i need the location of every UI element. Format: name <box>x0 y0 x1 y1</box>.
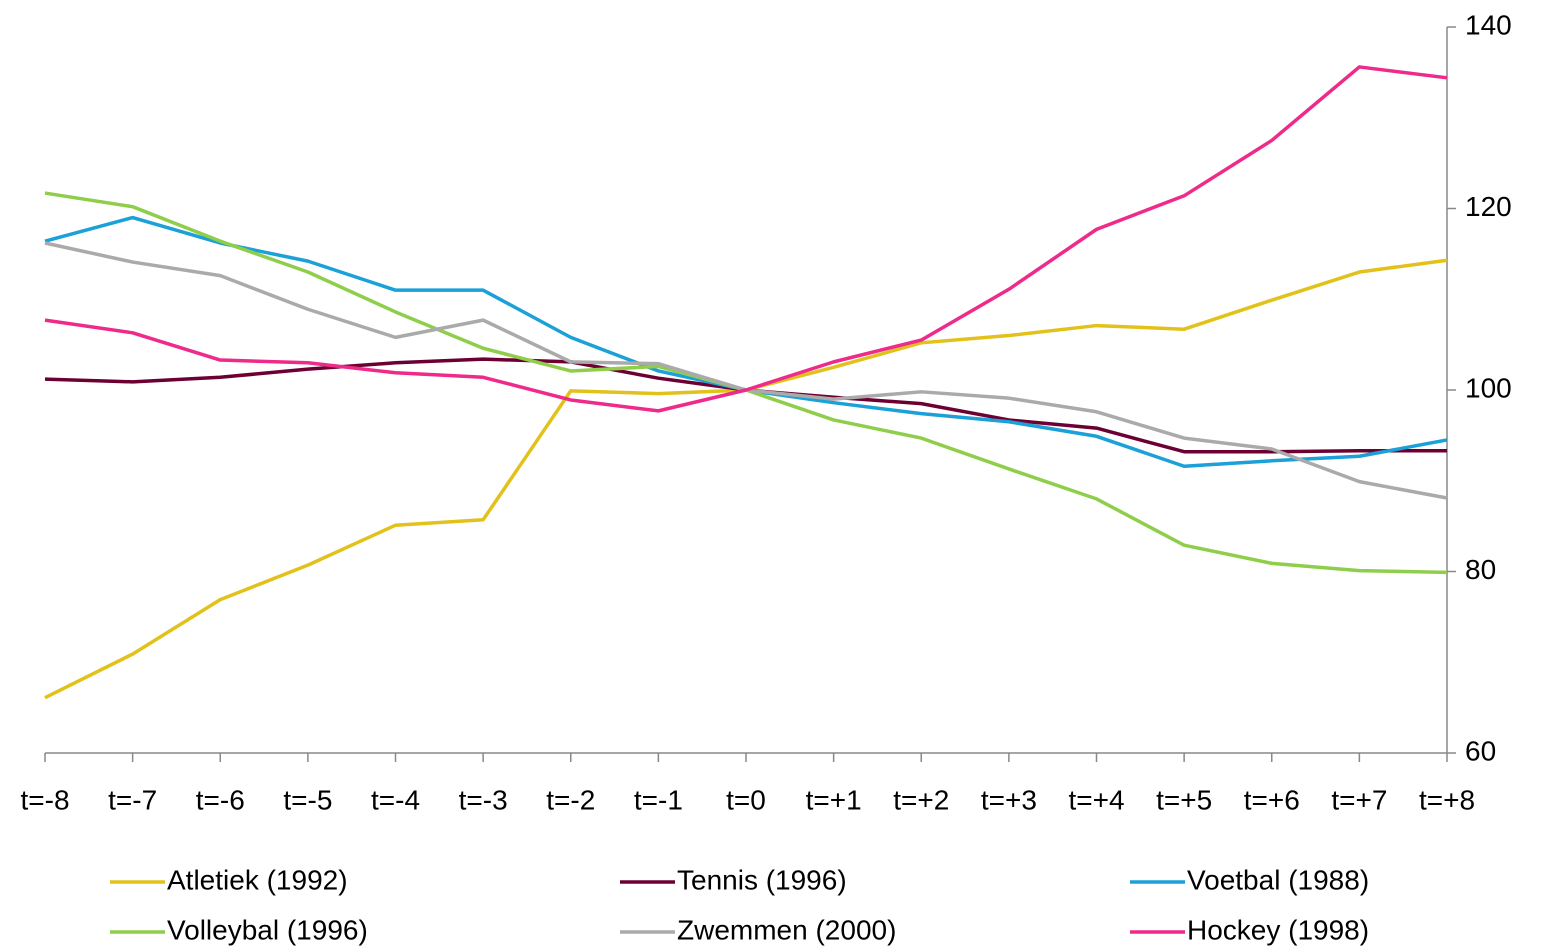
legend-label: Atletiek (1992) <box>167 864 348 895</box>
y-tick-label: 140 <box>1465 9 1512 40</box>
x-tick-label: t=-5 <box>283 784 332 815</box>
legend-label: Zwemmen (2000) <box>677 914 896 945</box>
legend-label: Tennis (1996) <box>677 864 847 895</box>
legend-label: Voetbal (1988) <box>1187 864 1369 895</box>
x-tick-label: t=+2 <box>893 784 949 815</box>
x-tick-label: t=+6 <box>1244 784 1300 815</box>
x-tick-label: t=+8 <box>1419 784 1475 815</box>
x-tick-label: t=+3 <box>981 784 1037 815</box>
y-tick-label: 100 <box>1465 372 1512 403</box>
x-tick-label: t=0 <box>726 784 766 815</box>
x-tick-label: t=-2 <box>546 784 595 815</box>
x-tick-label: t=-8 <box>20 784 69 815</box>
x-tick-label: t=-3 <box>459 784 508 815</box>
legend-label: Volleybal (1996) <box>167 914 368 945</box>
y-tick-label: 80 <box>1465 554 1496 585</box>
x-tick-label: t=+5 <box>1156 784 1212 815</box>
series-line <box>44 241 1448 500</box>
y-tick-label: 60 <box>1465 735 1496 766</box>
x-tick-label: t=-7 <box>108 784 157 815</box>
series-line <box>44 65 1448 413</box>
x-tick-label: t=-1 <box>634 784 683 815</box>
series-line <box>44 258 1448 700</box>
series-line <box>44 357 1447 454</box>
x-tick-label: t=+4 <box>1068 784 1124 815</box>
x-tick-label: t=+1 <box>806 784 862 815</box>
y-tick-label: 120 <box>1465 191 1512 222</box>
x-tick-label: t=+7 <box>1331 784 1387 815</box>
legend-label: Hockey (1998) <box>1187 914 1369 945</box>
x-tick-label: t=-4 <box>371 784 420 815</box>
x-tick-label: t=-6 <box>196 784 245 815</box>
